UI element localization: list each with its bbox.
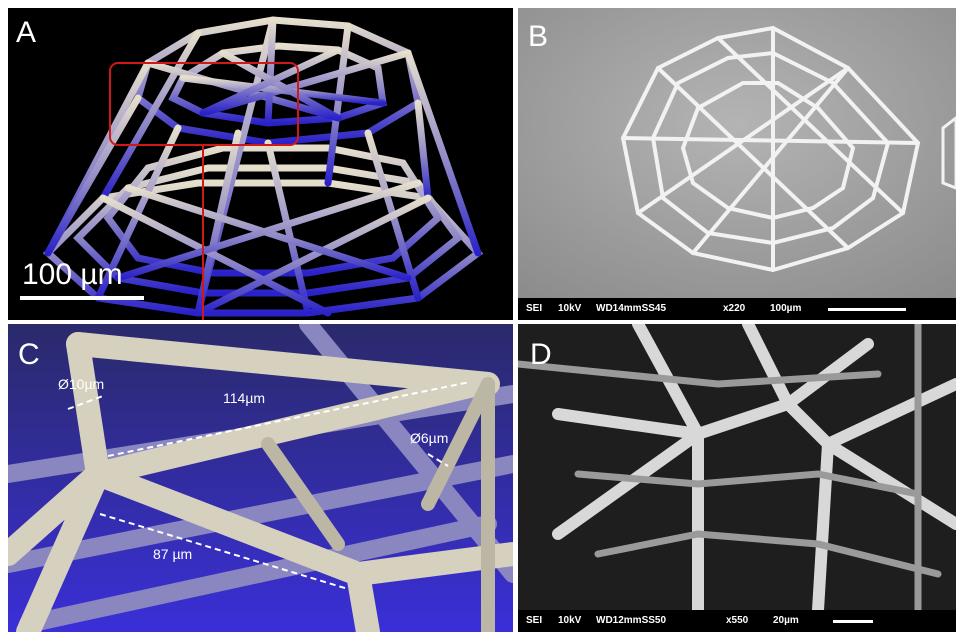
sem-info-bar-b: SEI 10kV WD14mmSS45 x220 100µm xyxy=(518,298,956,320)
sem-scale-label-d: 20µm xyxy=(773,615,799,626)
dim-diameter-6: Ø6µm xyxy=(410,430,449,446)
sem-wd-b: WD14mmSS45 xyxy=(596,303,667,314)
panel-b-sem: B SEI 10kV WD14mmSS45 x220 100µm xyxy=(518,8,956,320)
sem-detector-d: SEI xyxy=(526,615,543,626)
sem-info-bar-d: SEI 10kV WD12mmSS50 x550 20µm xyxy=(518,610,956,632)
sem-voltage-b: 10kV xyxy=(558,303,582,314)
sem-scale-bar-b xyxy=(828,308,906,311)
panel-a-render: A 100 µm xyxy=(8,8,513,320)
sem-mag-b: x220 xyxy=(723,303,746,314)
sem-scale-label-b: 100µm xyxy=(770,303,802,314)
panel-label-d: D xyxy=(530,338,552,371)
panel-label-c: C xyxy=(18,338,40,371)
sem-scale-bar-d xyxy=(833,620,873,623)
sem-wd-d: WD12mmSS50 xyxy=(596,615,667,626)
dim-length-114: 114µm xyxy=(223,390,266,406)
dim-diameter-10: Ø10µm xyxy=(58,376,105,392)
sem-mag-d: x550 xyxy=(726,615,749,626)
dim-length-87: 87 µm xyxy=(153,546,193,562)
panel-c-render-detail: C Ø10µm 114µm Ø6µm 87 µm xyxy=(8,324,513,632)
dome-lattice-render xyxy=(42,16,484,320)
scale-bar-a xyxy=(20,296,144,300)
panel-d-sem-detail: D SEI 10kV WD12mmSS50 x550 20µm xyxy=(518,324,956,632)
panel-label-b: B xyxy=(528,20,549,53)
sem-dome-overview xyxy=(518,8,956,298)
zoomed-lattice-render xyxy=(8,324,513,632)
sem-dome-detail xyxy=(518,324,956,610)
sem-detector-b: SEI xyxy=(526,303,543,314)
panel-label-a: A xyxy=(16,16,37,49)
sem-voltage-d: 10kV xyxy=(558,615,582,626)
scale-label-a: 100 µm xyxy=(22,258,123,291)
